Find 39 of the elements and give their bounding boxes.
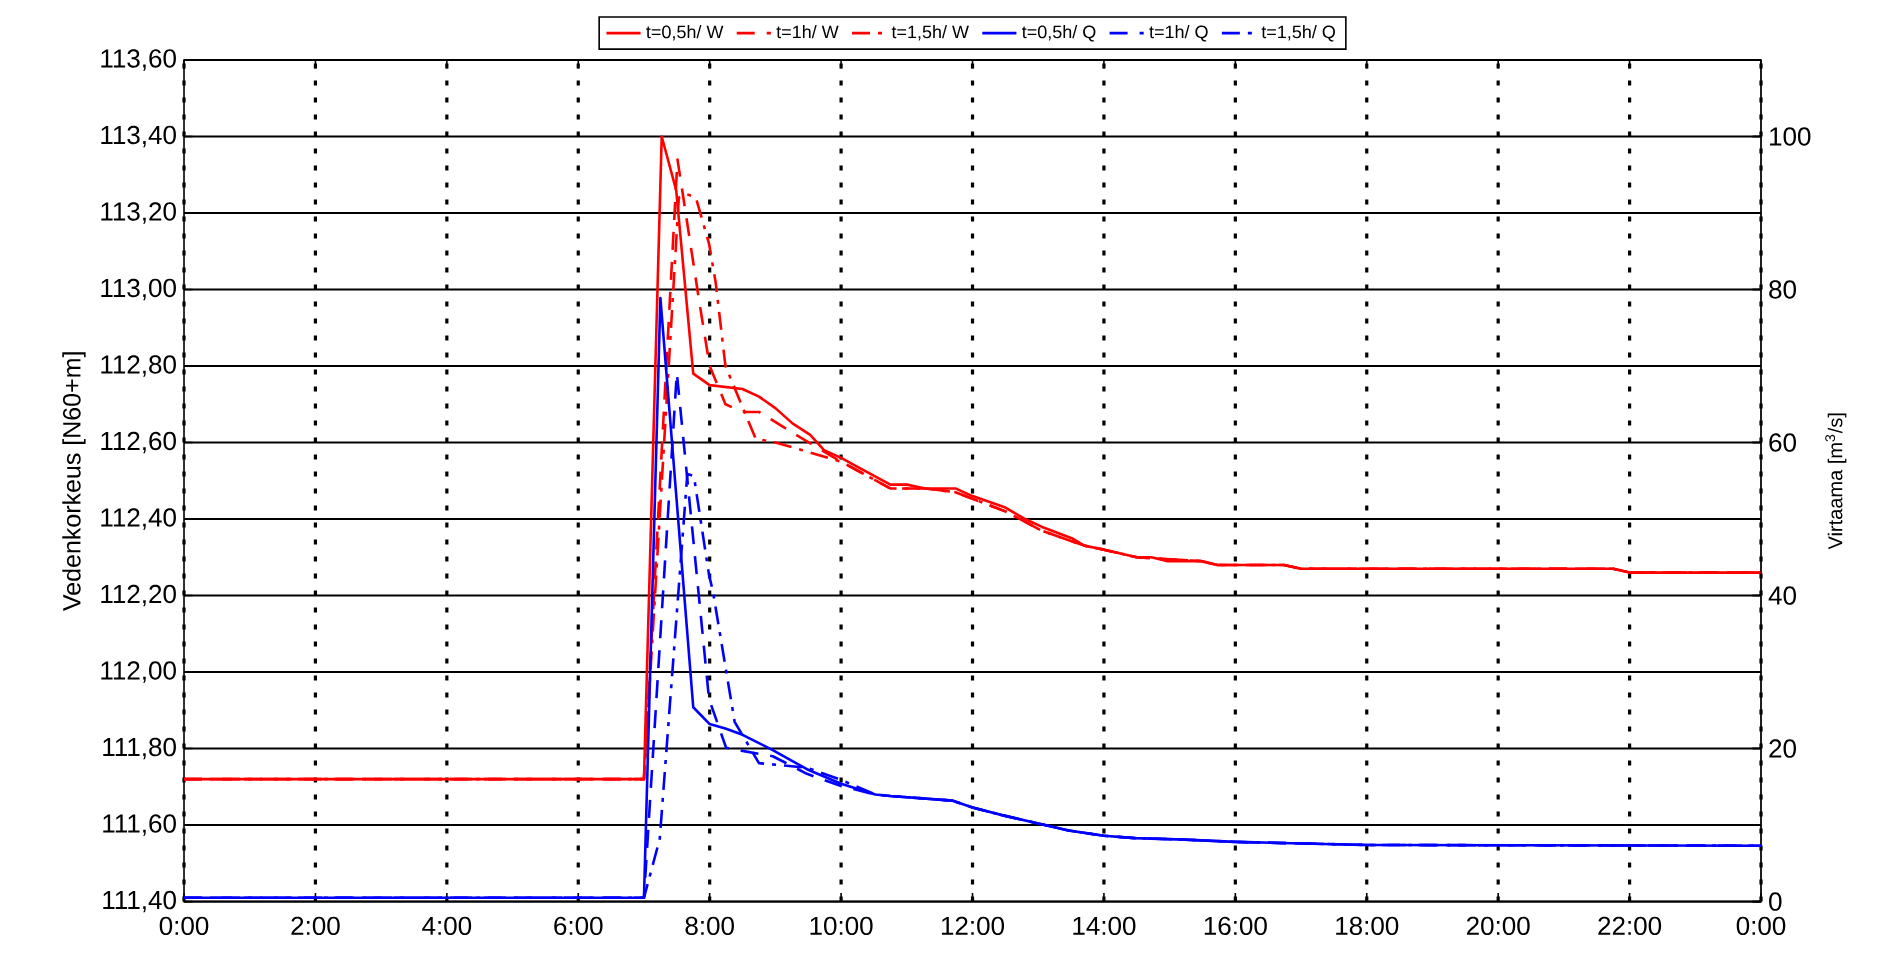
x-tick-label: 18:00: [1336, 916, 1399, 936]
y-tick-label: 113,40: [101, 125, 176, 148]
x-tick-label: 10:00: [810, 916, 873, 936]
y-tick-label: 113,20: [101, 202, 176, 224]
legend-label: t=0,5h/ W: [646, 25, 724, 41]
x-tick-label: 6:00: [554, 916, 603, 936]
y-tick-label: 112,40: [101, 508, 176, 530]
x-tick-label: 22:00: [1598, 916, 1662, 936]
y-tick-label: 113,00: [101, 278, 176, 301]
x-tick-label: 4:00: [422, 916, 472, 936]
legend-label: t=1,5h/ Q: [1261, 25, 1335, 42]
y2-tick-label: 80: [1769, 280, 1796, 299]
y-axis-title: Vedenkorkeus [N60+m]: [62, 352, 86, 611]
x-tick-label: 0:00: [1736, 916, 1786, 936]
y2-axis-title: Virtaama [m$^{3}$/s]: [1825, 413, 1847, 550]
y2-tick-label: 20: [1769, 739, 1796, 758]
y-tick-label: 111,80: [103, 737, 176, 760]
y2-tick-label: 100: [1770, 127, 1811, 146]
y-tick-label: 111,40: [103, 890, 176, 913]
y-tick-label: 112,00: [101, 661, 176, 683]
y-tick-label: 112,60: [101, 431, 176, 454]
legend-label: t=0,5h/ Q: [1022, 25, 1096, 42]
x-tick-label: 16:00: [1204, 916, 1267, 936]
legend-label: t=1h/ Q: [1149, 25, 1208, 42]
x-tick-label: 20:00: [1466, 916, 1530, 936]
x-tick-label: 8:00: [685, 916, 734, 936]
y-tick-label: 112,80: [101, 355, 176, 377]
legend-label: t=1,5h/ W: [891, 25, 969, 41]
x-tick-label: 2:00: [291, 916, 340, 936]
x-tick-label: 14:00: [1073, 916, 1136, 936]
x-tick-label: 0:00: [159, 916, 209, 936]
legend-label: t=1h/ W: [776, 25, 839, 39]
y2-tick-label: 40: [1768, 586, 1796, 605]
y-tick-label: 113,60: [101, 49, 176, 71]
y2-tick-label: 60: [1769, 433, 1796, 452]
x-tick-label: 12:00: [941, 916, 1005, 936]
y-tick-label: 111,60: [103, 814, 176, 836]
y-tick-label: 112,20: [101, 584, 176, 607]
y2-tick-label: 0: [1769, 892, 1782, 911]
